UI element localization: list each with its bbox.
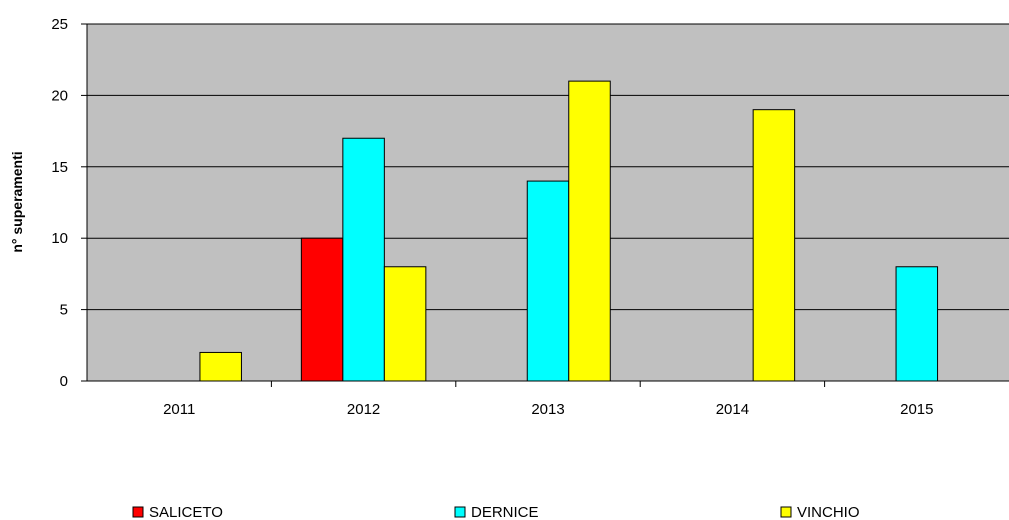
bar-vinchio-2012 — [383, 266, 427, 382]
legend: SALICETO DERNICE VINCHIO — [132, 504, 860, 520]
y-tick-label: 10 — [51, 230, 68, 247]
bar-vinchio-2013 — [568, 80, 611, 382]
x-tick-label: 2012 — [347, 401, 380, 418]
bar-dernice-2015 — [895, 266, 939, 382]
bar-vinchio-2011 — [199, 351, 242, 382]
bars — [199, 80, 939, 382]
y-tick-label: 5 — [60, 302, 68, 319]
legend-label-dernice: DERNICE — [471, 504, 539, 520]
bar-dernice-2013 — [526, 180, 570, 382]
x-tick-label: 2014 — [716, 401, 749, 418]
legend-label-saliceto: SALICETO — [149, 504, 223, 520]
x-tick-labels: 2011 2012 2013 2014 2015 — [163, 401, 933, 418]
y-tick-label: 0 — [60, 373, 68, 390]
bar-vinchio-2014 — [752, 109, 796, 382]
bar-saliceto-2012 — [300, 237, 344, 382]
legend-swatch-vinchio — [780, 506, 792, 518]
legend-swatch-dernice — [454, 506, 466, 518]
legend-label-vinchio: VINCHIO — [797, 504, 860, 520]
x-tick-label: 2015 — [900, 401, 933, 418]
y-axis-label: n° superamenti — [9, 151, 25, 252]
y-tick-label: 25 — [51, 16, 68, 33]
y-tick-label: 20 — [51, 87, 68, 104]
y-tick-labels: 0 5 10 15 20 25 — [51, 16, 68, 390]
y-tick-label: 15 — [51, 159, 68, 176]
x-tick-label: 2013 — [531, 401, 564, 418]
x-tick-label: 2011 — [163, 401, 195, 418]
legend-swatch-saliceto — [132, 506, 144, 518]
bar-dernice-2012 — [342, 137, 385, 382]
axes — [81, 23, 1009, 387]
